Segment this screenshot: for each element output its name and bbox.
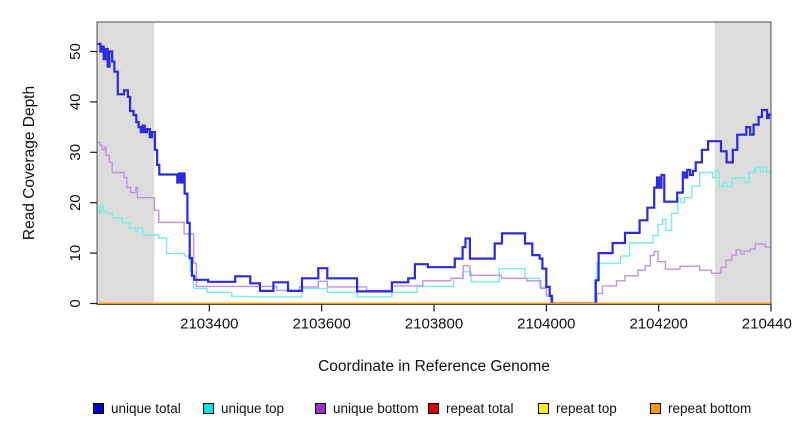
x-tick-label: 2103600 <box>292 316 350 333</box>
plot-box <box>96 21 772 305</box>
x-tick-label: 2103800 <box>405 316 463 333</box>
y-tick-label: 10 <box>67 245 84 262</box>
y-tick-label: 40 <box>67 94 84 111</box>
y-tick-label: 20 <box>67 194 84 211</box>
shaded-region <box>97 22 155 305</box>
x-tick-label: 2104000 <box>517 316 575 333</box>
series-line-unique-top <box>97 166 771 305</box>
series-line-unique-bottom <box>97 141 771 305</box>
x-tick-label: 2103400 <box>180 316 238 333</box>
y-tick-label: 30 <box>67 144 84 161</box>
x-tick-label: 2104200 <box>629 316 687 333</box>
shaded-region <box>714 22 771 305</box>
y-tick-label: 0 <box>67 299 84 307</box>
x-axis-title: Coordinate in Reference Genome <box>318 358 550 375</box>
y-axis-title-text: Read Coverage Depth <box>21 85 38 241</box>
y-tick-label: 50 <box>67 43 84 60</box>
series-line-unique-total <box>97 42 771 305</box>
